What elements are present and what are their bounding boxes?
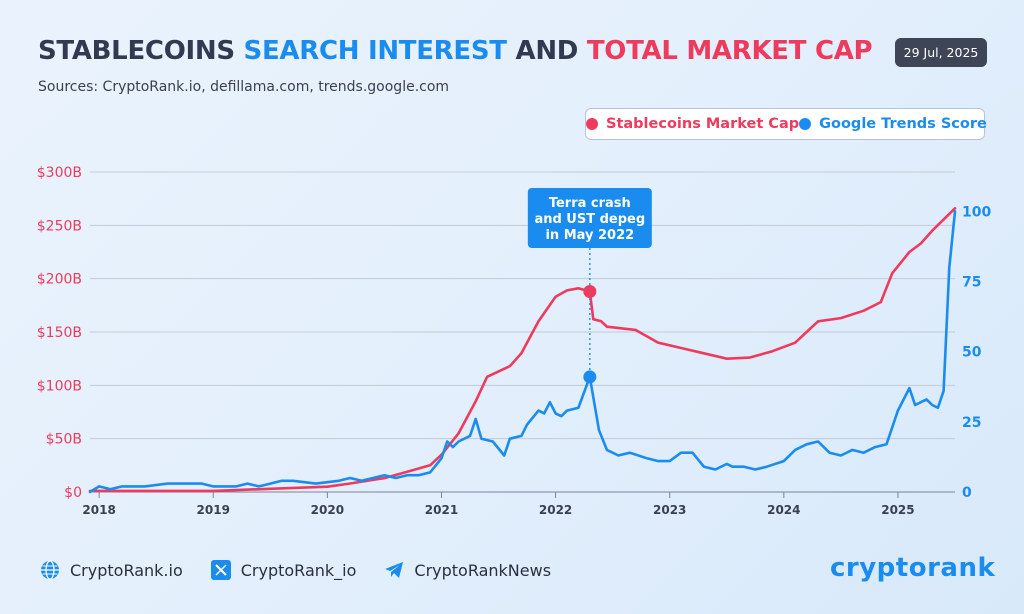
x-tick-label: 2024 [767, 503, 800, 517]
footer-telegram-label: CryptoRankNews [414, 560, 552, 580]
y-right-tick-label: 0 [962, 485, 972, 501]
y-right-tick-label: 50 [962, 345, 982, 361]
market-cap-line [88, 207, 957, 493]
date-badge: 29 Jul, 2025 [895, 38, 987, 67]
sources-subtitle: Sources: CryptoRank.io, defillama.com, t… [38, 79, 450, 95]
legend-dot-market-cap [586, 118, 598, 130]
legend-item-trends: Google Trends Score [799, 116, 987, 132]
title-part-search-interest: SEARCH INTEREST [243, 36, 508, 66]
annotation-callout-line: in May 2022 [545, 228, 634, 243]
annotation-marker-market-cap [583, 284, 597, 298]
y-left-tick-label: $50B [46, 432, 82, 448]
legend-label-market-cap: Stablecoins Market Cap [606, 116, 800, 132]
x-tick-label: 2021 [425, 503, 458, 517]
annotation-callout-box [527, 188, 652, 248]
y-left-tick-label: $100B [37, 378, 82, 394]
y-left-tick-label: $250B [37, 218, 82, 234]
globe-icon [41, 560, 59, 580]
y-left-tick-label: $300B [37, 165, 82, 181]
legend-dot-trends [799, 118, 812, 130]
x-tick-label: 2023 [653, 503, 686, 517]
x-tick-label: 2020 [311, 503, 344, 517]
legend-item-market-cap: Stablecoins Market Cap [586, 116, 799, 132]
y-left-tick-label: $200B [37, 272, 82, 288]
annotation-marker-trends [583, 370, 597, 384]
legend-label-trends: Google Trends Score [819, 116, 987, 132]
chart-legend: Stablecoins Market Cap Google Trends Sco… [585, 108, 987, 140]
footer-twitter[interactable]: CryptoRank_io [210, 560, 357, 580]
title-part-total-market-cap: TOTAL MARKET CAP [586, 36, 873, 66]
footer-telegram[interactable]: CryptoRankNews [384, 560, 551, 580]
annotation-callout-line: and UST depeg [534, 212, 645, 227]
x-tick-label: 2022 [539, 503, 572, 517]
title-part-and: AND [515, 36, 579, 66]
y-left-tick-label: $150B [37, 325, 82, 341]
y-right-tick-label: 25 [962, 415, 981, 431]
y-right-tick-label: 100 [962, 204, 991, 220]
x-tick-label: 2018 [82, 503, 115, 517]
y-left-tick-label: $0 [64, 485, 82, 501]
annotation-callout-line: Terra crash [549, 196, 631, 211]
title-part-stablecoins: STABLECOINS [38, 36, 235, 66]
page-title: STABLECOINS SEARCH INTEREST AND TOTAL MA… [38, 36, 873, 66]
y-right-tick-label: 75 [962, 274, 981, 290]
google-trends-line [88, 210, 957, 494]
x-tick-label: 2025 [881, 503, 914, 517]
footer-website-label: CryptoRank.io [70, 560, 183, 580]
footer-website[interactable]: CryptoRank.io [40, 560, 183, 580]
footer-links: CryptoRank.io CryptoRank_io CryptoRankNe… [40, 560, 551, 580]
x-tick-label: 2019 [197, 503, 230, 517]
footer-twitter-label: CryptoRank_io [240, 560, 357, 580]
cryptorank-logo: cryptorank [830, 553, 996, 583]
x-twitter-icon [210, 560, 231, 580]
telegram-icon [385, 562, 404, 578]
